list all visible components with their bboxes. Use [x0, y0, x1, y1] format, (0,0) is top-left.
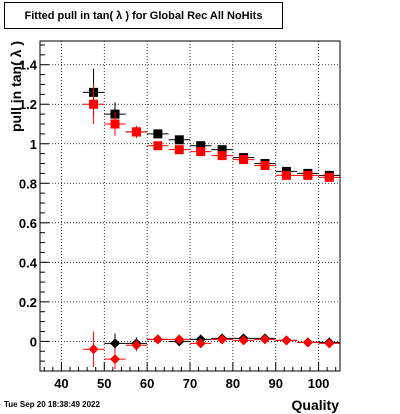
data-point	[239, 155, 249, 165]
data-point	[174, 135, 184, 145]
data-point	[238, 335, 249, 346]
y-tick-label: 0.4	[19, 255, 38, 270]
data-point	[153, 129, 163, 139]
data-point	[281, 170, 291, 180]
x-tick-label: 100	[308, 376, 330, 391]
data-point	[152, 334, 163, 345]
data-point	[217, 151, 227, 161]
data-point	[110, 338, 120, 349]
data-point	[89, 99, 99, 109]
x-axis-label: Quality	[292, 397, 340, 413]
data-point	[303, 170, 313, 180]
data-point	[88, 344, 99, 355]
data-point	[217, 334, 228, 345]
data-point	[302, 337, 313, 348]
y-axis-label: pull in tan( λ )	[8, 41, 24, 132]
y-tick-label: 1.4	[19, 58, 38, 73]
data-point	[260, 334, 270, 345]
data-points	[82, 68, 340, 370]
data-point	[196, 141, 206, 151]
x-tick-label: 40	[54, 376, 68, 391]
y-tick-label: 0.2	[19, 295, 37, 310]
chart-title: Fitted pull in tan( λ ) for Global Rec A…	[4, 2, 283, 29]
y-tick-label: 0.6	[19, 216, 37, 231]
y-tick-label: 0	[30, 334, 37, 349]
y-tick-label: 1	[30, 137, 37, 152]
data-point	[131, 340, 142, 351]
y-tick-label: 0.8	[19, 176, 37, 191]
data-point	[196, 147, 206, 157]
x-tick-label: 70	[183, 376, 197, 391]
plot-frame	[39, 40, 341, 372]
x-tick-label: 90	[268, 376, 282, 391]
y-tick-label: 1.2	[19, 97, 37, 112]
data-point	[260, 160, 270, 170]
timestamp: Tue Sep 20 18:38:49 2022	[4, 400, 100, 409]
x-tick-label: 60	[140, 376, 154, 391]
data-point	[131, 127, 141, 137]
data-point	[174, 145, 184, 155]
data-point	[174, 334, 185, 345]
data-point	[110, 354, 120, 365]
data-point	[324, 338, 335, 349]
x-tick-label: 80	[226, 376, 240, 391]
axis-ticks: 40 50 60 70 80 90 100 0 0.2 0.4 0.6 0.8 1 1.2 1.4	[19, 44, 337, 391]
data-point	[217, 145, 227, 155]
data-point	[195, 338, 206, 349]
data-point	[153, 141, 163, 151]
data-point	[281, 335, 292, 346]
grid-lines	[40, 41, 340, 371]
data-point	[110, 119, 120, 129]
x-tick-label: 50	[97, 376, 111, 391]
data-point	[324, 172, 334, 182]
